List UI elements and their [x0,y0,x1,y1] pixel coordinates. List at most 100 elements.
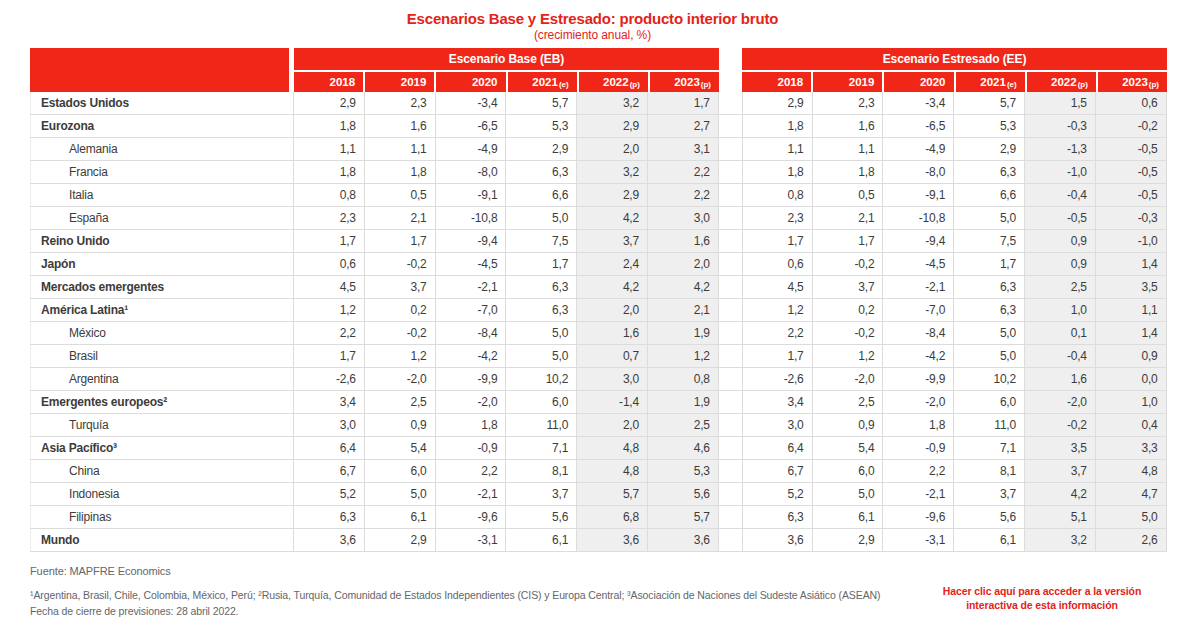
table-gap [719,437,742,459]
value-cell-eb: 4,2 [577,276,648,298]
value-cell-ee: 0,1 [1025,322,1096,344]
forecast-close-date: Fecha de cierre de previsiones: 28 abril… [30,603,880,619]
value-cell-eb: 5,7 [648,506,719,528]
value-cell-eb: -9,4 [436,230,507,252]
value-cell-eb: -1,4 [577,391,648,413]
value-cell-eb: 4,2 [648,276,719,298]
value-cell-eb: 1,1 [294,138,365,160]
value-cell-ee: 5,2 [742,483,813,505]
value-cell-eb: -0,9 [436,437,507,459]
value-cell-ee: -9,9 [883,368,954,390]
row-label: Indonesia [30,483,294,505]
value-cell-eb: 1,1 [365,138,436,160]
value-cell-ee: 1,1 [813,138,884,160]
value-cell-eb: -2,1 [436,276,507,298]
value-cell-ee: 6,3 [954,161,1025,183]
value-cell-ee: 0,6 [742,253,813,275]
value-cell-eb: 2,2 [648,161,719,183]
scenario-block-eb: Escenario Base (EB) 2018201920202021(e)2… [294,48,719,92]
row-label: Asia Pacífico³ [30,437,294,459]
value-cell-ee: 2,5 [813,391,884,413]
value-cell-ee: 1,6 [813,115,884,137]
value-cell-ee: 1,6 [1025,368,1096,390]
value-cell-eb: -3,4 [436,92,507,114]
value-cell-eb: 2,9 [294,92,365,114]
row-label: Estados Unidos [30,92,294,114]
value-cell-eb: 6,1 [365,506,436,528]
value-cell-eb: 2,9 [577,115,648,137]
value-cell-ee: 1,7 [742,230,813,252]
value-cell-ee: 5,3 [954,115,1025,137]
value-cell-ee: 10,2 [954,368,1025,390]
value-cell-eb: 6,3 [506,276,577,298]
value-cell-eb: 2,2 [648,184,719,206]
interactive-version-link[interactable]: Hacer clic aquí para acceder a la versió… [917,584,1167,612]
year-header-row-eb: 2018201920202021(e)2022(p)2023(p) [294,72,719,92]
value-cell-eb: 2,9 [506,138,577,160]
value-cell-eb: 1,2 [294,299,365,321]
value-cell-ee: 5,0 [954,322,1025,344]
value-cell-eb: 3,2 [577,92,648,114]
value-cell-eb: 6,3 [506,161,577,183]
value-cell-ee: -2,1 [883,483,954,505]
value-cell-eb: 2,7 [648,115,719,137]
value-cell-ee: 0,2 [813,299,884,321]
value-cell-eb: 1,8 [436,414,507,436]
value-cell-ee: 3,7 [813,276,884,298]
value-cell-eb: 2,3 [294,207,365,229]
value-cell-ee: 5,0 [813,483,884,505]
value-cell-ee: 3,2 [1025,529,1096,551]
year-header-ee-2: 2020 [882,72,953,92]
table-gap [719,368,742,390]
table-gap [719,299,742,321]
value-cell-eb: -6,5 [436,115,507,137]
value-cell-eb: 5,7 [577,483,648,505]
value-cell-eb: 1,2 [365,345,436,367]
interactive-version-link-line1[interactable]: Hacer clic aquí para acceder a la versió… [917,584,1167,598]
value-cell-eb: 3,0 [577,368,648,390]
value-cell-ee: 6,4 [742,437,813,459]
value-cell-ee: 3,4 [742,391,813,413]
value-cell-eb: -0,2 [365,253,436,275]
year-header-eb-5: 2023(p) [648,72,719,92]
value-cell-eb: -2,0 [436,391,507,413]
value-cell-ee: 1,5 [1025,92,1096,114]
value-cell-ee: -0,5 [1096,161,1167,183]
table-gap [719,207,742,229]
table-header: Escenario Base (EB) 2018201920202021(e)2… [30,48,1167,92]
value-cell-ee: 0,9 [1096,345,1167,367]
row-label: China [30,460,294,482]
value-cell-ee: -8,0 [883,161,954,183]
value-cell-ee: 2,2 [883,460,954,482]
value-cell-eb: 2,5 [648,414,719,436]
value-cell-ee: -0,2 [1025,414,1096,436]
value-cell-eb: 2,2 [294,322,365,344]
value-cell-eb: 0,2 [365,299,436,321]
row-label: Mercados emergentes [30,276,294,298]
value-cell-ee: -0,2 [813,253,884,275]
value-cell-eb: 5,0 [506,207,577,229]
value-cell-eb: 2,0 [577,138,648,160]
value-cell-ee: 2,3 [813,92,884,114]
value-cell-eb: 0,6 [294,253,365,275]
value-cell-ee: 0,0 [1096,368,1167,390]
value-cell-eb: 6,8 [577,506,648,528]
value-cell-ee: 2,9 [742,92,813,114]
table-row: Mundo3,62,9-3,16,13,63,63,62,9-3,16,13,2… [30,529,1167,552]
value-cell-ee: -4,2 [883,345,954,367]
value-cell-eb: 5,0 [506,345,577,367]
year-header-eb-4: 2022(p) [577,72,648,92]
interactive-version-link-line2[interactable]: interactiva de esta información [917,598,1167,612]
value-cell-eb: 1,6 [577,322,648,344]
value-cell-ee: 2,6 [1096,529,1167,551]
value-cell-eb: -10,8 [436,207,507,229]
value-cell-ee: 3,5 [1096,276,1167,298]
value-cell-eb: 0,9 [365,414,436,436]
value-cell-eb: 4,8 [577,460,648,482]
value-cell-ee: 11,0 [954,414,1025,436]
value-cell-ee: 7,1 [954,437,1025,459]
value-cell-eb: 3,7 [365,276,436,298]
year-header-eb-1: 2019 [363,72,434,92]
table-gap [719,92,742,114]
value-cell-ee: 1,7 [742,345,813,367]
